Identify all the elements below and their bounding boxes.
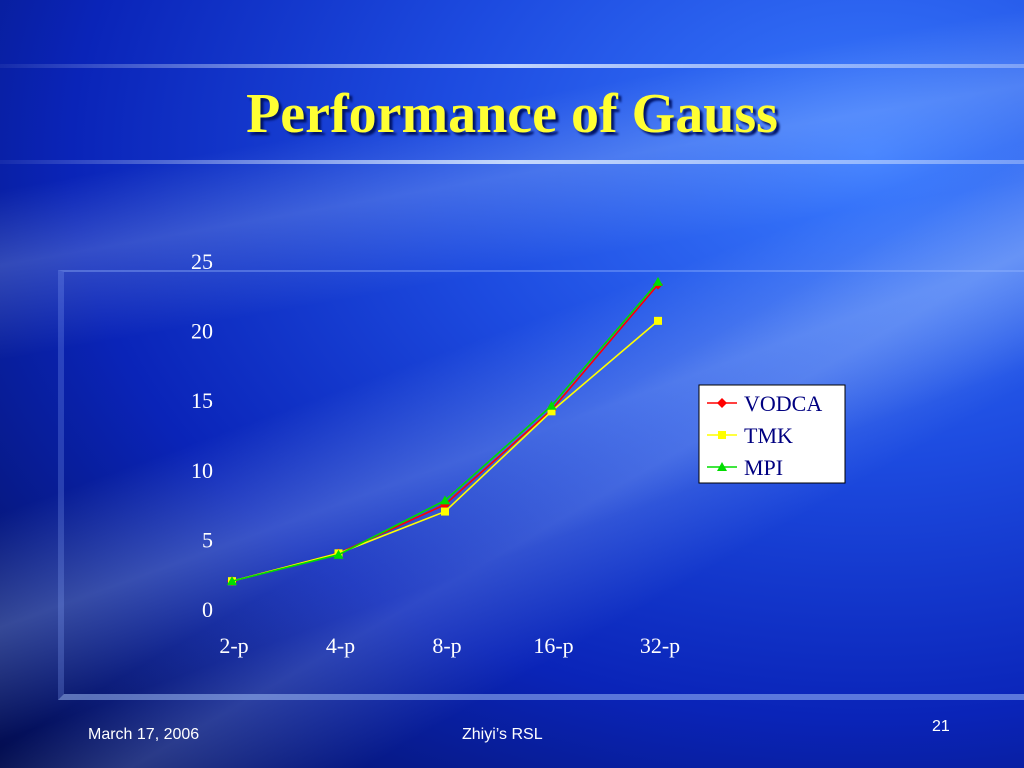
- data-point: [717, 462, 727, 471]
- x-axis-ticks: 2-p 4-p 8-p 16-p 32-p: [219, 633, 680, 658]
- footer-center-text: Zhiyi’s RSL: [462, 726, 543, 743]
- legend-label: MPI: [744, 455, 783, 480]
- y-tick-label: 10: [191, 458, 213, 483]
- data-point: [547, 407, 556, 416]
- y-axis-ticks: 0 5 10 15 20 25: [191, 249, 213, 622]
- series-lines: [227, 276, 663, 587]
- x-tick-label: 4-p: [326, 633, 355, 658]
- series-line: [231, 284, 659, 582]
- chart-legend: VODCA TMK MPI: [698, 384, 846, 484]
- x-tick-label: 16-p: [533, 633, 573, 658]
- data-point: [227, 576, 237, 586]
- data-point: [653, 276, 663, 286]
- data-point: [717, 398, 727, 408]
- decorative-band-mid: [0, 160, 1024, 164]
- y-tick-label: 25: [191, 249, 213, 274]
- data-point: [654, 316, 662, 325]
- series-line: [231, 281, 659, 582]
- legend-item-mpi: MPI: [707, 455, 783, 480]
- data-point: [440, 495, 450, 505]
- data-point: [441, 507, 449, 516]
- series-mpi: [227, 276, 663, 586]
- y-tick-label: 5: [202, 527, 213, 552]
- legend-label: VODCA: [744, 391, 822, 416]
- x-tick-label: 32-p: [640, 633, 680, 658]
- legend-item-vodca: VODCA: [707, 391, 822, 416]
- x-tick-label: 8-p: [432, 633, 461, 658]
- decorative-band-top: [0, 64, 1024, 68]
- decorative-panel: [58, 270, 1024, 700]
- y-tick-label: 0: [202, 597, 213, 622]
- slide-title: Performance of Gauss: [246, 83, 778, 145]
- data-point: [333, 549, 344, 559]
- series-vodca: [227, 279, 663, 587]
- y-tick-label: 15: [191, 388, 213, 413]
- data-point: [718, 431, 726, 439]
- data-point: [546, 400, 557, 410]
- legend-label: TMK: [744, 423, 793, 448]
- footer-date: March 17, 2006: [88, 726, 200, 743]
- x-tick-label: 2-p: [219, 633, 248, 658]
- slide-number: 21: [932, 718, 950, 735]
- y-tick-label: 20: [191, 319, 213, 344]
- legend-item-tmk: TMK: [707, 423, 793, 448]
